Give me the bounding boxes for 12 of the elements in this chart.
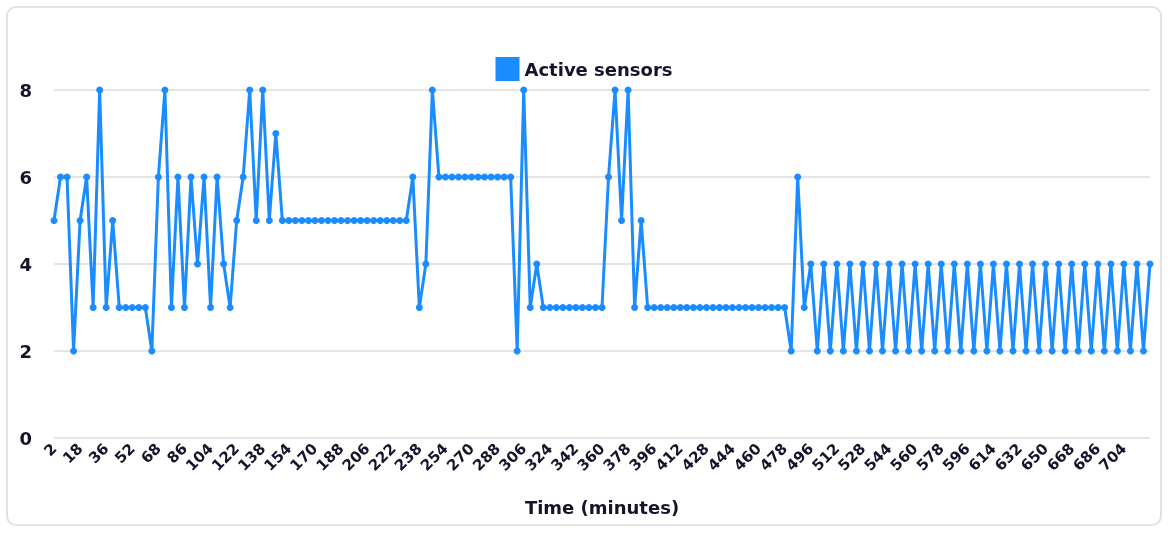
x-axis-title: Time (minutes)	[524, 496, 680, 518]
y-tick-label: 8	[19, 79, 32, 101]
x-tick-label: 36	[85, 439, 113, 468]
y-tick-label: 2	[19, 340, 32, 362]
x-tick-label: 52	[111, 439, 139, 468]
y-tick-label: 0	[19, 427, 32, 449]
legend-label: Active sensors	[524, 58, 673, 80]
y-tick-label: 6	[19, 166, 32, 188]
x-tick-label: 68	[137, 439, 165, 468]
x-tick-label: 2	[40, 439, 61, 460]
x-tick-label: 18	[58, 439, 87, 468]
y-tick-label: 4	[19, 253, 32, 275]
